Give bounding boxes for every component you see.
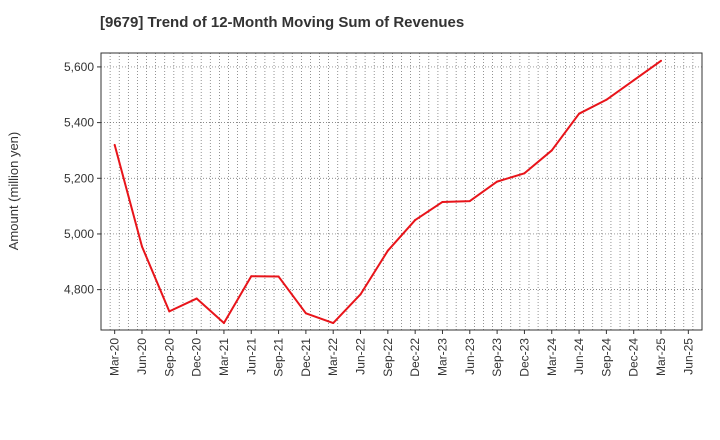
x-tick-label: Sep-20 [162,338,176,377]
data-point [195,297,198,300]
x-tick-label: Mar-24 [545,338,559,376]
x-tick-label: Dec-20 [190,338,204,377]
x-axis-ticks: Mar-20 Jun-20 Sep-20 Dec-20 Mar-21 Jun-21 Sep-… [108,330,695,377]
data-point [632,79,635,82]
x-tick-label: Mar-23 [435,338,449,376]
data-point [496,180,499,183]
x-tick-label: Mar-20 [108,338,122,376]
x-tick-label: Mar-25 [654,338,668,376]
series-line [113,59,662,325]
x-tick-label: Sep-24 [599,338,613,377]
x-tick-label: Dec-22 [408,338,422,377]
x-tick-label: Jun-20 [135,338,149,375]
y-tick-label: 5,200 [64,171,94,185]
data-point [578,112,581,115]
series-layer [113,59,663,325]
x-tick-label: Jun-22 [354,338,368,375]
data-point [277,275,280,278]
y-axis-ticks: 4,800 5,000 5,200 5,400 5,600 [64,60,101,297]
grid-layer [101,53,702,330]
data-point [550,149,553,152]
data-point [359,293,362,296]
data-point [605,98,608,101]
data-point [660,59,663,62]
y-tick-label: 5,000 [64,227,94,241]
data-point [414,219,417,222]
plot-frame [100,52,703,331]
data-point [168,310,171,313]
data-point [468,200,471,203]
y-tick-label: 4,800 [64,283,94,297]
data-point [523,172,526,175]
data-point [386,249,389,252]
y-tick-label: 5,400 [64,116,94,130]
x-tick-label: Sep-21 [272,338,286,377]
data-point [140,245,143,248]
data-point [250,275,253,278]
y-tick-label: 5,600 [64,60,94,74]
data-point [441,200,444,203]
data-point [222,322,225,325]
x-tick-label: Jun-24 [572,338,586,375]
y-axis-title: Amount (million yen) [6,132,21,251]
x-tick-label: Jun-21 [244,338,258,375]
x-tick-label: Sep-23 [490,338,504,377]
x-tick-label: Sep-22 [381,338,395,377]
x-tick-label: Jun-25 [681,338,695,375]
data-point [304,312,307,315]
chart-title: [9679] Trend of 12-Month Moving Sum of R… [100,14,465,31]
data-point [332,322,335,325]
data-point [113,143,116,146]
x-tick-label: Mar-21 [217,338,231,376]
x-tick-label: Jun-23 [463,338,477,375]
x-tick-label: Dec-21 [299,338,313,377]
x-tick-label: Dec-23 [517,338,531,377]
x-tick-label: Dec-24 [627,338,641,377]
x-tick-label: Mar-22 [326,338,340,376]
